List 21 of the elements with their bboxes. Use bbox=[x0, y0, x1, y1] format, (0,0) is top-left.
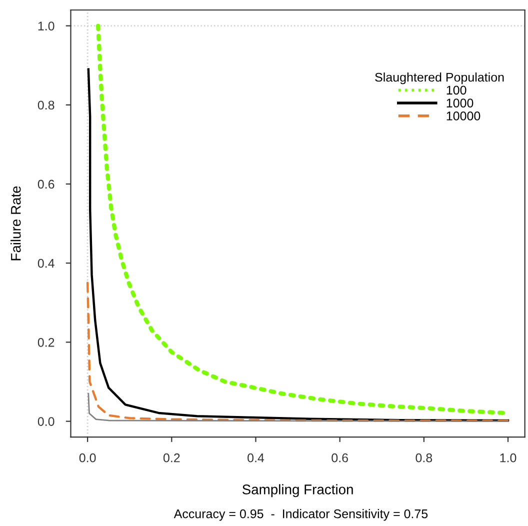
legend-label: 1000 bbox=[446, 98, 474, 108]
x-axis-title: Sampling Fraction bbox=[242, 484, 353, 498]
y-tick-label: 0.4 bbox=[38, 258, 54, 268]
x-tick-label: 0.2 bbox=[163, 453, 180, 462]
x-tick-label: 0.4 bbox=[248, 453, 264, 462]
legend-label: 100 bbox=[446, 86, 466, 95]
y-tick-label: 0.0 bbox=[38, 417, 54, 426]
y-axis-title: Failure Rate bbox=[10, 186, 21, 260]
line-series bbox=[88, 392, 509, 422]
line-series bbox=[86, 282, 510, 422]
text: Accuracy = 0.95 - Indicator Sensitivity = 0.75 bbox=[174, 509, 428, 521]
legend-label: 10000 bbox=[446, 112, 480, 120]
y-tick-label: 1.0 bbox=[38, 22, 54, 30]
x-tick-label: 1.0 bbox=[500, 453, 516, 462]
y-tick-label: 0.8 bbox=[38, 100, 54, 110]
x-tick-label: 0.0 bbox=[79, 453, 96, 462]
x-tick-label: 0.8 bbox=[416, 453, 432, 462]
y-tick-label: 0.2 bbox=[38, 338, 54, 347]
legend-title: Slaughtered Population bbox=[375, 72, 504, 84]
y-tick-label: 0.6 bbox=[38, 180, 54, 189]
x-tick-label: 0.6 bbox=[332, 453, 348, 462]
